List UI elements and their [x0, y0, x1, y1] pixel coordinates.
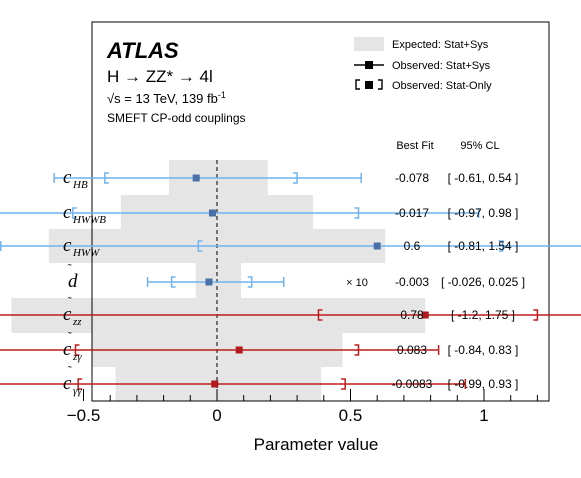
stat-bracket-high	[354, 344, 360, 356]
legend-stat-label: Observed: Stat-Only	[392, 80, 492, 92]
energy-label: √s = 13 TeV, 139 fb-1	[107, 90, 226, 106]
legend-expected-label: Expected: Stat+Sys	[392, 39, 489, 51]
best-fit-marker	[208, 209, 216, 217]
stat-bracket-low	[317, 309, 323, 321]
x-tick-label: −0.5	[67, 406, 101, 425]
best-fit-value: 0.083	[397, 343, 427, 357]
parameter-label: ˜d	[67, 261, 78, 292]
cl-value: [ -0.84, 0.83 ]	[448, 343, 519, 357]
stat-bracket-high	[498, 240, 504, 252]
tilde-accent: ˜	[67, 329, 72, 343]
parameter-symbol: d	[68, 271, 78, 292]
legend-stat-bracket-left	[355, 79, 360, 90]
legend-expected-swatch	[354, 37, 384, 51]
cl-header: 95% CL	[460, 140, 499, 152]
parameter-label: c HWW	[63, 235, 100, 259]
best-fit-marker	[373, 242, 381, 250]
legend-stat-marker	[365, 81, 373, 89]
stat-bracket-low	[74, 344, 80, 356]
parameter-symbol: c	[63, 339, 72, 360]
parameter-label: c HWWB	[63, 202, 106, 226]
stat-bracket-low	[197, 240, 203, 252]
x-axis-title: Parameter value	[254, 435, 379, 454]
x-axis: −0.500.511.522.5	[67, 389, 538, 425]
legend-stat-bracket-right	[378, 79, 383, 90]
scale-note: × 10	[346, 277, 368, 289]
best-fit-marker	[421, 311, 429, 319]
parameter-subscript: HWWB	[72, 214, 106, 226]
parameter-symbol: c	[63, 167, 72, 188]
parameter-subscript: zz	[72, 316, 82, 328]
cl-value: [ -1.2, 1.75 ]	[451, 308, 515, 322]
x-tick-label: 0	[212, 406, 221, 425]
parameter-subscript: HB	[72, 179, 88, 191]
parameter-label: ˜c γγ	[63, 363, 82, 397]
best-fit-value: -0.0083	[392, 377, 433, 391]
parameter-label: c HB	[63, 167, 88, 191]
x-tick-label: 0.5	[339, 406, 363, 425]
parameter-subscript: HWW	[72, 247, 100, 259]
parameter-symbol: c	[63, 373, 72, 394]
results-table: Best Fit 95% CL -0.078 [ -0.61, 0.54 ] -0.01…	[346, 140, 525, 391]
cl-value: [ -0.99, 0.93 ]	[448, 377, 519, 391]
parameter-symbol: c	[63, 304, 72, 325]
stat-bracket-low	[104, 172, 109, 184]
tilde-accent: ˜	[67, 294, 72, 308]
observed-marks	[0, 172, 581, 390]
tilde-accent: ˜	[67, 363, 72, 377]
stat-bracket-low	[170, 276, 176, 288]
experiment-label: ATLAS	[106, 38, 179, 63]
cl-value: [ -0.61, 0.54 ]	[448, 171, 519, 185]
parameter-subscript: γγ	[73, 385, 82, 397]
x-tick-label: 1	[479, 406, 488, 425]
stat-bracket-high	[533, 309, 539, 321]
legend-observed-label: Observed: Stat+Sys	[392, 60, 491, 72]
best-fit-marker	[235, 346, 243, 354]
parameter-label: ˜c zz	[63, 294, 82, 328]
cl-value: [ -0.97, 0.98 ]	[448, 206, 519, 220]
best-fit-header: Best Fit	[396, 140, 433, 152]
best-fit-marker	[192, 174, 200, 182]
cl-value: [ -0.81, 1.54 ]	[448, 239, 519, 253]
best-fit-marker	[211, 380, 219, 388]
plot-border	[91, 21, 550, 402]
plot-frame	[91, 21, 550, 402]
parameter-subscript: zγ	[72, 351, 82, 363]
cl-value: [ -0.026, 0.025 ]	[441, 275, 525, 289]
best-fit-value: -0.017	[395, 206, 429, 220]
best-fit-value: 0.78	[400, 308, 424, 322]
legend-observed-marker	[365, 61, 373, 69]
stat-bracket-high	[247, 276, 253, 288]
best-fit-value: -0.078	[395, 171, 429, 185]
best-fit-marker	[205, 278, 213, 286]
parameter-label: ˜c zγ	[63, 329, 82, 363]
parameter-symbol: c	[63, 235, 72, 256]
stat-bracket-low	[72, 207, 77, 219]
stat-bracket-high	[341, 378, 346, 390]
expected-band	[195, 263, 242, 298]
best-fit-value: -0.003	[395, 275, 429, 289]
best-fit-value: 0.6	[404, 239, 421, 253]
subtitle: SMEFT CP-odd couplings	[107, 111, 246, 125]
tilde-accent: ˜	[67, 261, 72, 275]
stat-bracket-high	[293, 172, 298, 184]
stat-bracket-high	[354, 207, 360, 219]
legend: Expected: Stat+Sys Observed: Stat+Sys Ob…	[354, 37, 492, 92]
process-label: H → ZZ* → 4l	[107, 67, 213, 86]
parameter-symbol: c	[63, 202, 72, 223]
stat-bracket-low	[77, 378, 83, 390]
